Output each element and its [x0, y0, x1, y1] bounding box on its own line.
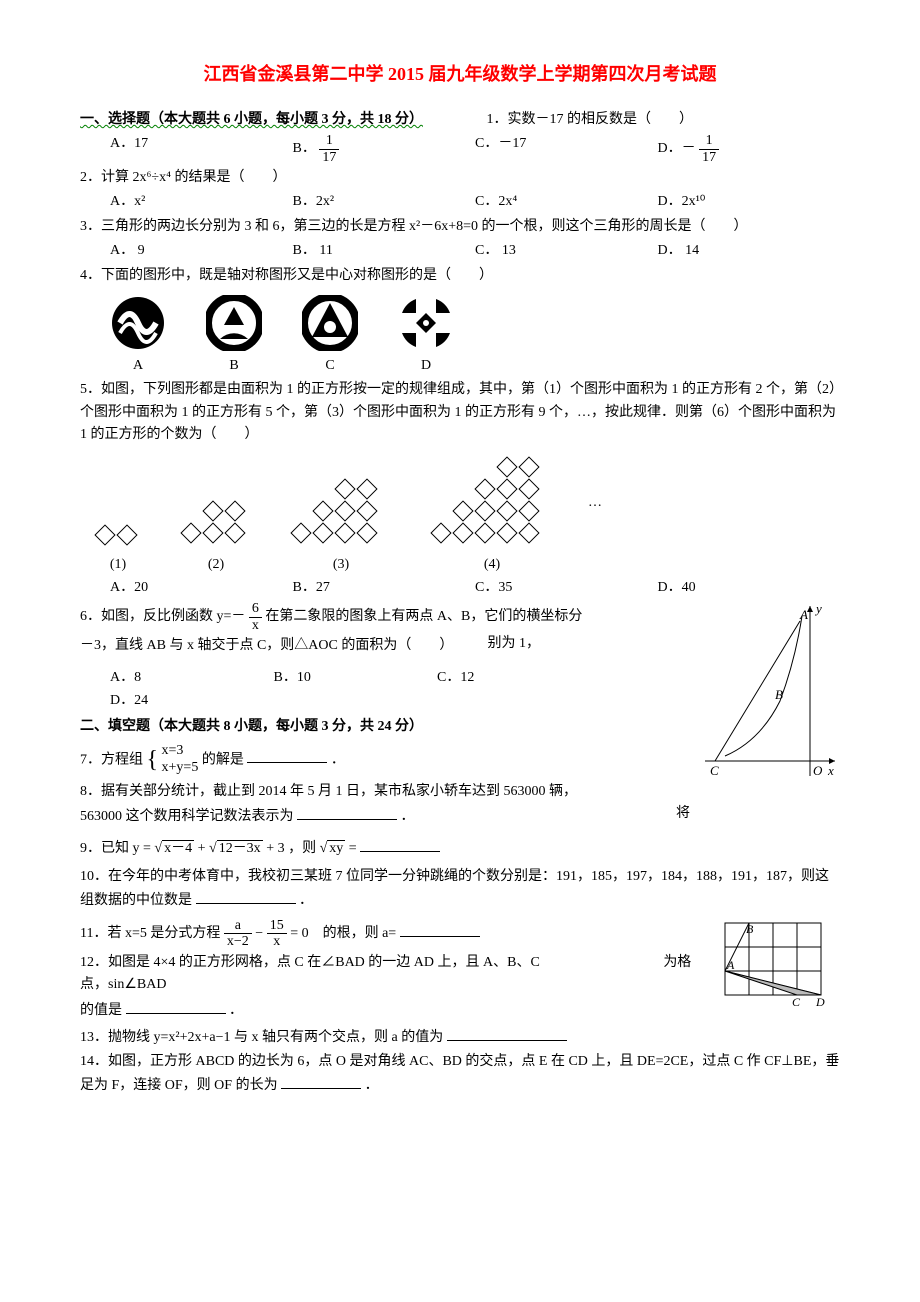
q5-plabel-4: (4) [426, 554, 558, 576]
q6-opt-a: A．8 [110, 667, 270, 689]
q5-plabel-3: (3) [286, 554, 396, 576]
q1-stem: 1．实数－17 的相反数是（ ） [487, 112, 694, 127]
q13: 13．抛物线 y=x²+2x+a−1 与 x 轴只有两个交点，则 a 的值为 [80, 1026, 840, 1049]
q8-line2: 563000 这个数用科学记数法表示为 ． [80, 805, 840, 828]
q1-d-frac: 117 [699, 133, 719, 165]
q7-blank [247, 748, 327, 763]
q5-pattern-2 [176, 500, 256, 550]
svg-text:A: A [799, 607, 808, 622]
q1-opt-b: B． 117 [293, 133, 476, 165]
q6-frac: 6x [249, 601, 262, 633]
q3-opt-d: D． 14 [658, 240, 841, 262]
q10: 10．在今年的中考体育中，我校初三某班 7 位同学一分钟跳绳的个数分别是：191… [80, 866, 840, 912]
q5-patterns: … [90, 456, 840, 550]
section1-row: 一、选择题（本大题共 6 小题，每小题 3 分，共 18 分） 1．实数－17 … [80, 109, 840, 131]
q7-system: x=3 x+y=5 [162, 743, 199, 777]
exam-title: 江西省金溪县第二中学 2015 届九年级数学上学期第四次月考试题 [80, 60, 840, 89]
q3-opt-a: A． 9 [110, 240, 293, 262]
q10-blank [196, 889, 296, 904]
q3-opt-c: C． 13 [475, 240, 658, 262]
q13-blank [447, 1026, 567, 1041]
q6-graph: A B C O x y [700, 601, 840, 789]
svg-text:B: B [775, 687, 783, 702]
q5-pattern-1 [90, 520, 146, 550]
q6-opt-b: B．10 [274, 667, 434, 689]
q2-opt-d: D．2x¹⁰ [658, 191, 841, 213]
q5-pattern-3 [286, 478, 396, 550]
q1-opt-a: A．17 [110, 133, 293, 165]
brace-icon: { [147, 747, 159, 773]
svg-text:A: A [726, 958, 735, 972]
q2-stem: 2．计算 2x⁶÷x⁴ 的结果是（ ） [80, 167, 840, 189]
q4-icon-a [110, 295, 166, 351]
q3-options: A． 9 B． 11 C． 13 D． 14 [110, 240, 840, 262]
svg-text:C: C [710, 763, 719, 778]
q4-icons [110, 295, 840, 351]
q5-options: A．20 B．27 C．35 D．40 [110, 577, 840, 599]
q5-pattern-4 [426, 456, 558, 550]
q5-plabel-2: (2) [176, 554, 256, 576]
q4-label-b: B [206, 355, 262, 377]
q9: 9．已知 y = √x－4 + √12－3x + 3 ，则 √xy = [80, 837, 840, 860]
svg-text:y: y [814, 601, 822, 616]
q1-b-frac: 117 [319, 133, 339, 165]
q5-dots: … [588, 492, 602, 514]
q9-blank [360, 837, 440, 852]
q1-opt-d: D．－ 117 [658, 133, 841, 165]
q5-stem: 5．如图，下列图形都是由面积为 1 的正方形按一定的规律组成，其中，第（1）个图… [80, 379, 840, 446]
q6-opt-d: D．24 [110, 690, 270, 712]
q5-opt-b: B．27 [293, 577, 476, 599]
svg-text:C: C [792, 995, 801, 1008]
q4-label-a: A [110, 355, 166, 377]
q1-options: A．17 B． 117 C．－17 D．－ 117 [110, 133, 840, 165]
q11-frac2: 15x [267, 918, 287, 950]
q4-icon-b [206, 295, 262, 351]
q4-label-c: C [302, 355, 358, 377]
q5-pattern-labels: (1) (2) (3) (4) [90, 554, 840, 576]
svg-text:D: D [815, 995, 825, 1008]
q4-icon-c [302, 295, 358, 351]
q12-blank [126, 999, 226, 1014]
q3-opt-b: B． 11 [293, 240, 476, 262]
q4-icon-d [398, 295, 454, 351]
svg-text:B: B [746, 922, 754, 936]
q11-frac1: ax−2 [224, 918, 252, 950]
q2-opt-c: C．2x⁴ [475, 191, 658, 213]
q4-stem: 4．下面的图形中，既是轴对称图形又是中心对称图形的是（ ） [80, 265, 840, 287]
q8-blank [297, 805, 397, 820]
q4-labels: A B C D [110, 355, 840, 377]
q2-opt-b: B．2x² [293, 191, 476, 213]
q5-plabel-1: (1) [90, 554, 146, 576]
svg-text:O: O [813, 763, 823, 778]
q4-label-d: D [398, 355, 454, 377]
q2-opt-a: A．x² [110, 191, 293, 213]
q14-blank [281, 1074, 361, 1089]
q3-stem: 3．三角形的两边长分别为 3 和 6，第三边的长是方程 x²－6x+8=0 的一… [80, 216, 840, 238]
q14: 14．如图，正方形 ABCD 的边长为 6，点 O 是对角线 AC、BD 的交点… [80, 1051, 840, 1097]
q5-opt-c: C．35 [475, 577, 658, 599]
q6-opt-c: C．12 [437, 667, 597, 689]
svg-text:x: x [827, 763, 834, 778]
q12-grid: B A C D [720, 918, 830, 1016]
section1-header: 一、选择题（本大题共 6 小题，每小题 3 分，共 18 分） [80, 112, 423, 127]
q11-blank [400, 922, 480, 937]
q2-options: A．x² B．2x² C．2x⁴ D．2x¹⁰ [110, 191, 840, 213]
q1-opt-c: C．－17 [475, 133, 658, 165]
q5-opt-d: D．40 [658, 577, 841, 599]
q5-opt-a: A．20 [110, 577, 293, 599]
